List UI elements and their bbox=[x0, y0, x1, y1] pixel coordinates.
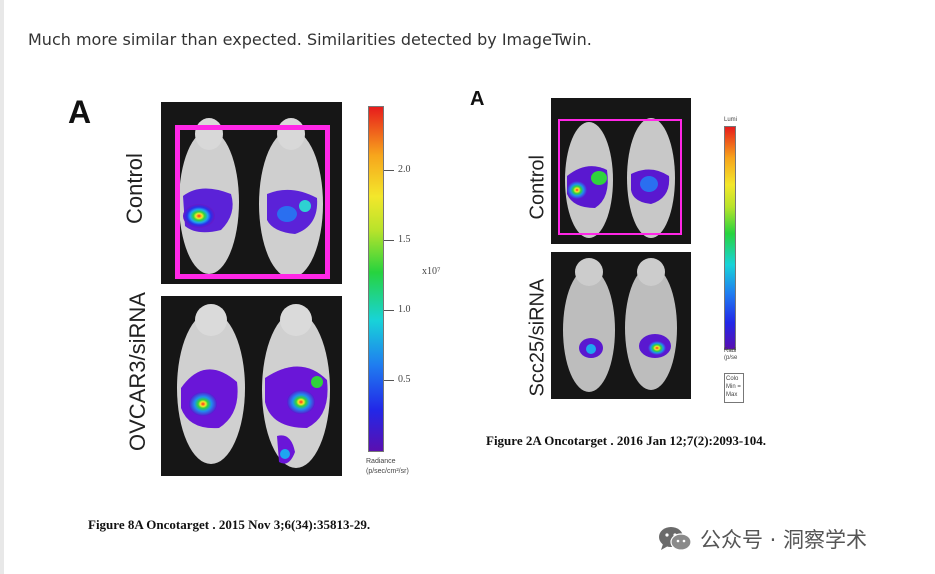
wechat-icon bbox=[659, 527, 692, 551]
mouse-silhouettes-icon bbox=[565, 118, 675, 238]
colorbar-left bbox=[368, 106, 384, 452]
colorbar-bottom-label: (p/se bbox=[724, 355, 738, 361]
panel-letter-left: A bbox=[68, 94, 92, 130]
colorbar-bottom-label: Radi bbox=[724, 348, 737, 354]
figure-left: A Control OVCAR3/siRNA bbox=[38, 88, 463, 498]
row-label-siRNA-right: Scc25/siRNA bbox=[526, 278, 549, 397]
colorbar-tick-label: 1.5 bbox=[398, 234, 411, 245]
row-label-siRNA-left: OVCAR3/siRNA bbox=[125, 292, 150, 451]
colorbar-tick bbox=[384, 170, 394, 171]
legend-line: Min = bbox=[726, 384, 741, 390]
highlight-box-right bbox=[558, 119, 682, 235]
caption-right: Figure 2A Oncotarget . 2016 Jan 12;7(2):… bbox=[486, 433, 766, 448]
row-label-control-left: Control bbox=[122, 153, 147, 224]
figure-right: A Control Scc25/siRNA bbox=[468, 88, 744, 438]
mouse-image-siRNA-right bbox=[551, 252, 691, 399]
mouse-image-siRNA-left bbox=[161, 296, 342, 476]
watermark: 公众号 · 洞察学术 bbox=[658, 524, 867, 554]
colorbar-tick-label: 0.5 bbox=[398, 374, 411, 385]
panel-letter-right: A bbox=[470, 88, 485, 110]
caption-left: Figure 8A Oncotarget . 2015 Nov 3;6(34):… bbox=[88, 517, 371, 532]
legend-line: Max bbox=[726, 392, 738, 398]
colorbar-tick bbox=[384, 310, 394, 311]
colorbar-tick bbox=[384, 380, 394, 381]
legend-box-right: Colo Min = Max bbox=[724, 373, 744, 403]
colorbar-tick bbox=[384, 240, 394, 241]
mouse-silhouettes-icon bbox=[177, 304, 330, 468]
colorbar-right bbox=[724, 126, 736, 350]
colorbar-top-label: Lumi bbox=[724, 117, 738, 123]
colorbar-tick-label: 1.0 bbox=[398, 304, 411, 315]
row-label-control-right: Control bbox=[526, 155, 549, 220]
mouse-silhouettes-icon bbox=[563, 258, 677, 392]
legend-line: Colo bbox=[726, 376, 739, 382]
colorbar-units: (p/sec/cm²/sr) bbox=[366, 468, 409, 475]
intro-text: Much more similar than expected. Similar… bbox=[28, 30, 592, 49]
mouse-image-control-right bbox=[551, 98, 691, 244]
watermark-text: 公众号 · 洞察学术 bbox=[700, 528, 868, 552]
highlight-box-left bbox=[175, 125, 330, 279]
colorbar-tick-label: 2.0 bbox=[398, 164, 411, 175]
colorbar-exponent: x10⁷ bbox=[422, 266, 441, 277]
colorbar-title: Radiance bbox=[366, 458, 396, 465]
left-border bbox=[0, 0, 4, 574]
